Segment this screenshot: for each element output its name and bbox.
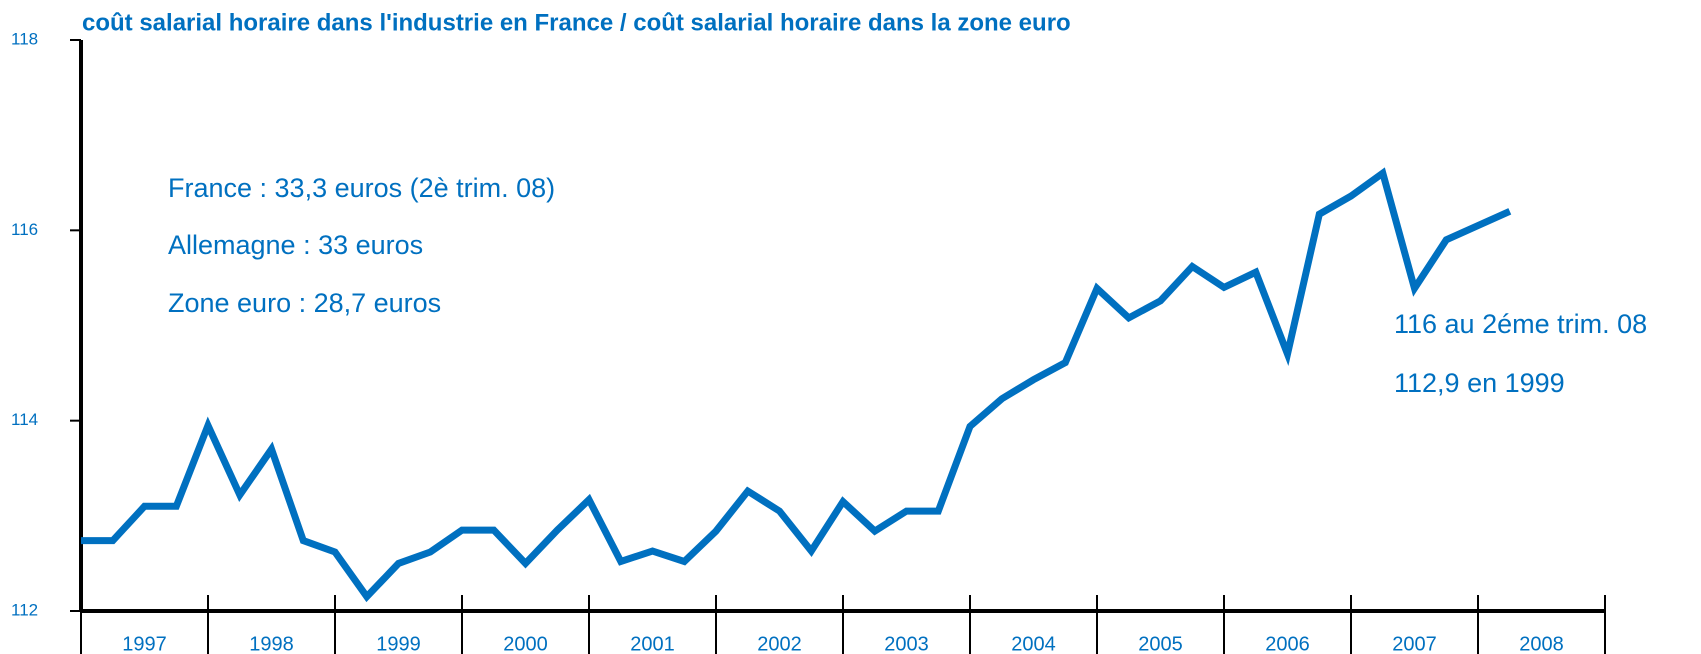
annotation: Zone euro : 28,7 euros <box>168 288 441 318</box>
x-tick-label: 2004 <box>1011 633 1056 654</box>
annotation: Allemagne : 33 euros <box>168 230 423 260</box>
x-tick-label: 2006 <box>1265 633 1310 654</box>
x-tick-label: 1997 <box>122 633 167 654</box>
annotation: 112,9 en 1999 <box>1394 368 1565 398</box>
x-tick-label: 2003 <box>884 633 929 654</box>
x-tick-label: 1998 <box>249 633 294 654</box>
y-tick-label: 112 <box>11 600 38 619</box>
x-tick-label: 2005 <box>1138 633 1183 654</box>
x-tick-label: 2000 <box>503 633 548 654</box>
y-tick-label: 114 <box>11 410 38 429</box>
y-tick-label: 118 <box>11 29 38 48</box>
x-tick-label: 2002 <box>757 633 802 654</box>
annotation: France : 33,3 euros (2è trim. 08) <box>168 173 555 203</box>
x-tick-label: 2008 <box>1519 633 1564 654</box>
x-tick-label: 2007 <box>1392 633 1437 654</box>
annotation: 116 au 2éme trim. 08 <box>1394 309 1647 339</box>
data-line <box>81 167 1512 603</box>
x-tick-label: 2001 <box>630 633 675 654</box>
chart-title: coût salarial horaire dans l'industrie e… <box>82 9 1071 36</box>
y-tick-label: 116 <box>11 220 38 239</box>
x-tick-label: 1999 <box>376 633 421 654</box>
